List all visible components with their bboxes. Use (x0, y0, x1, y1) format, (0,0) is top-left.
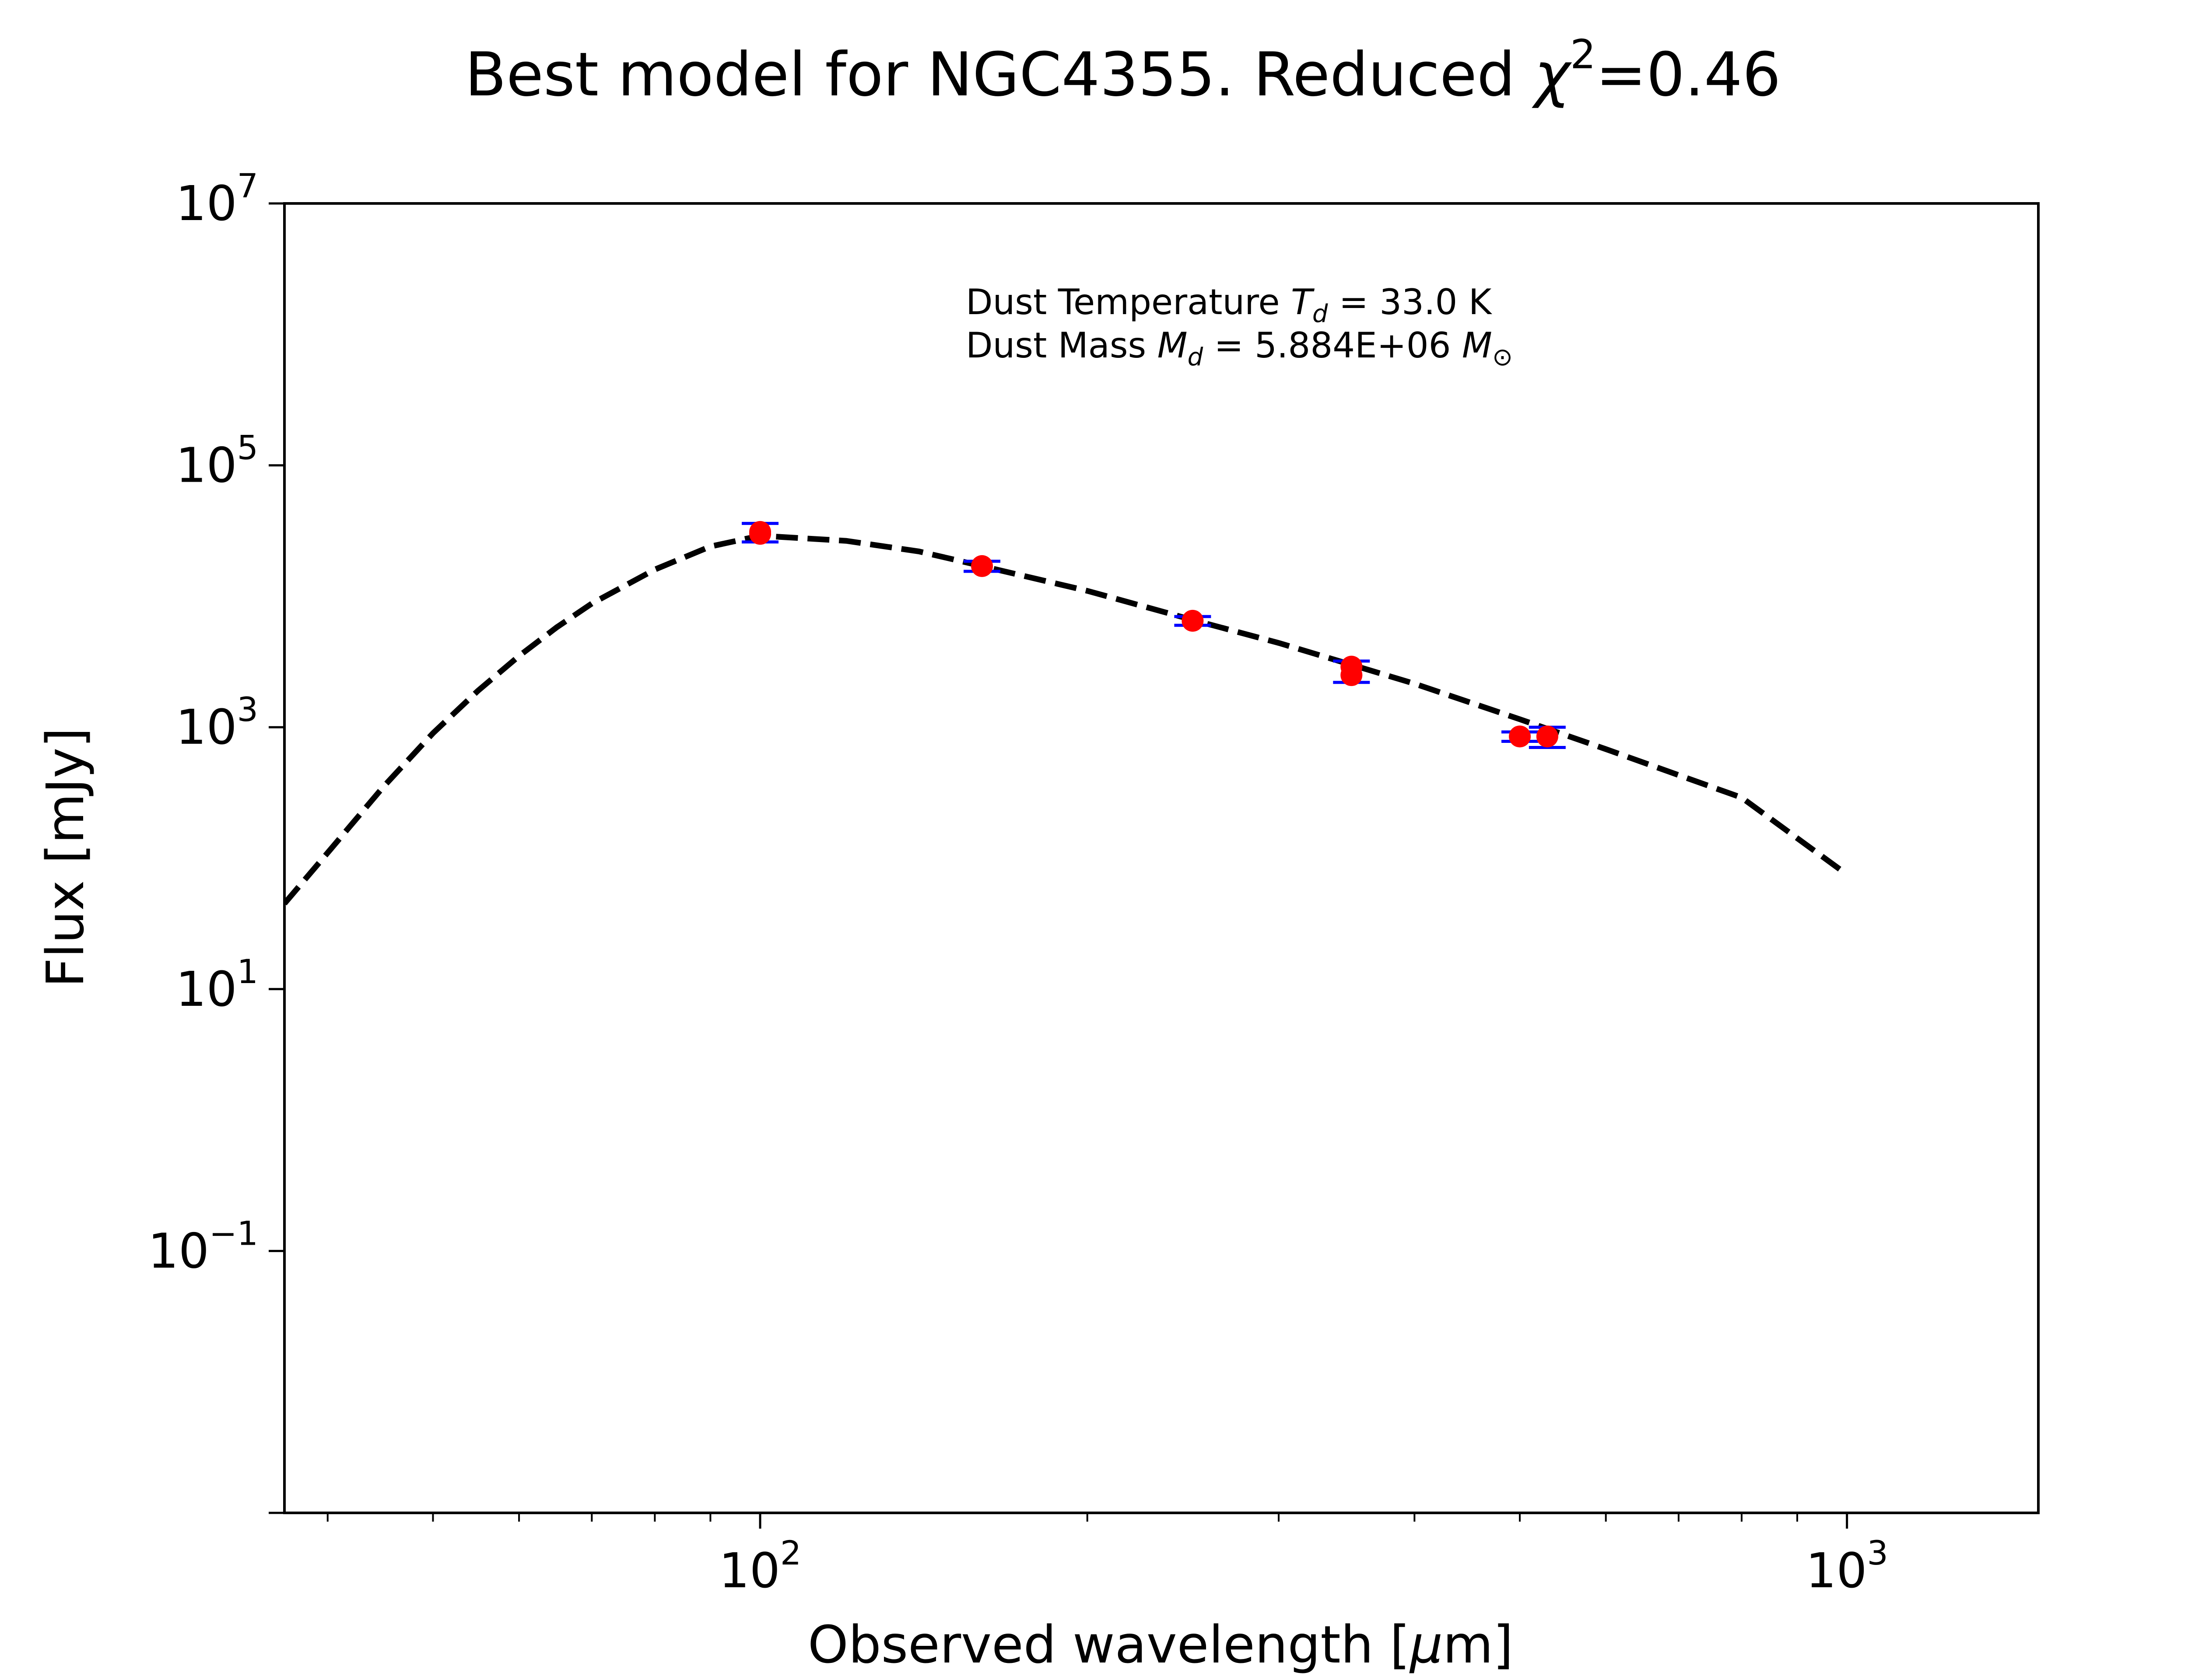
dust-temperature-value: = 33.0 K (1328, 282, 1492, 322)
y-tick-label-base-1: 10 (176, 961, 237, 1017)
y-tick-label-base-4: 10 (176, 175, 237, 231)
y-tick-label-3: 105 (176, 428, 258, 494)
y-tick-label-exp-3: 5 (237, 428, 258, 467)
y-tick-label-1: 101 (176, 952, 258, 1017)
x-tick-label-base-0: 10 (719, 1543, 780, 1599)
x-axis-label: Observed wavelength [μm] (808, 1614, 1513, 1675)
chart-title-prefix: Best model for NGC4355. Reduced (465, 39, 1534, 110)
y-tick-label-base-0: 10 (148, 1223, 209, 1279)
x-axis-label-suffix: m] (1443, 1614, 1513, 1675)
chart-title-chi-exp: 2 (1570, 31, 1596, 78)
data-point-6 (1509, 725, 1531, 748)
dust-mass-value: = 5.884E+06 (1203, 325, 1462, 366)
x-axis-label-mu: μ (1409, 1614, 1443, 1675)
x-tick-label-1: 103 (1806, 1533, 1888, 1599)
dust-mass-text: Dust Mass (966, 325, 1157, 366)
y-tick-label-exp-2: 3 (237, 690, 258, 729)
y-tick-label-exp-1: 1 (237, 952, 258, 991)
dust-mass-sub: d (1188, 343, 1203, 371)
model-curve (284, 532, 1849, 906)
y-tick-label-0: 10−1 (148, 1214, 258, 1279)
x-tick-label-exp-1: 3 (1867, 1533, 1888, 1572)
data-point-1 (749, 521, 771, 543)
data-point-2 (971, 555, 993, 577)
dust-mass-symbol: M (1157, 325, 1188, 366)
dust-mass-unit: M (1462, 325, 1492, 366)
x-axis-label-prefix: Observed wavelength [ (808, 1614, 1410, 1675)
y-tick-label-4: 107 (176, 166, 258, 231)
y-tick-label-base-3: 10 (176, 438, 237, 494)
dust-mass-annotation: Dust Mass Md = 5.884E+06 M⊙ (966, 325, 1513, 371)
chart-title-chi: χ (1531, 39, 1572, 110)
chart-title-suffix: =0.46 (1596, 39, 1781, 110)
data-point-7 (1536, 725, 1558, 748)
dust-temperature-sub: d (1312, 300, 1328, 328)
y-tick-label-base-2: 10 (176, 699, 237, 755)
x-tick-label-exp-0: 2 (780, 1533, 801, 1572)
dust-temperature-symbol: T (1291, 282, 1315, 322)
axes-frame (283, 202, 2040, 1514)
data-point-5 (1340, 655, 1363, 678)
y-tick-label-exp-4: 7 (237, 166, 258, 205)
y-axis-label: Flux [mJy] (35, 728, 95, 987)
chart-title: Best model for NGC4355. Reduced χ2=0.46 (465, 31, 1781, 110)
y-tick-label-2: 103 (176, 690, 258, 755)
y-tick-label-exp-0: −1 (209, 1214, 258, 1253)
data-point-3 (1182, 609, 1204, 632)
dust-temperature-text: Dust Temperature (966, 282, 1291, 322)
x-tick-label-0: 102 (719, 1533, 801, 1599)
dust-temperature-annotation: Dust Temperature Td = 33.0 K (966, 282, 1493, 328)
x-tick-label-base-1: 10 (1806, 1543, 1867, 1599)
dust-mass-unit-sub: ⊙ (1492, 343, 1513, 371)
